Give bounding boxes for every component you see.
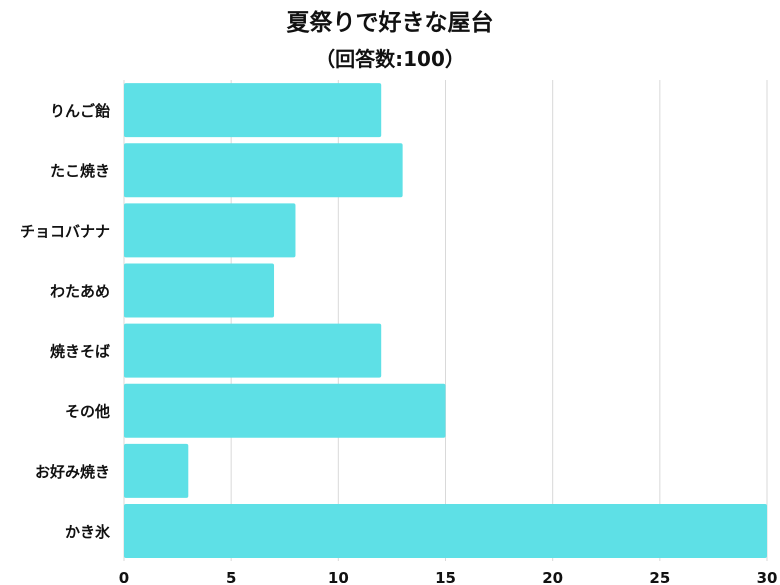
x-tick-label: 20 [542,569,563,585]
bar-7 [124,443,189,498]
x-tick-label: 0 [119,569,129,585]
category-label: わたあめ [50,282,110,300]
bars [124,83,767,558]
category-label: りんご飴 [50,102,110,120]
chart-subtitle: （回答数:100） [315,47,465,71]
bar-2 [124,143,403,198]
bar-6 [124,383,446,438]
bar-4 [124,263,275,318]
category-label: チョコバナナ [20,222,110,240]
bar-1 [124,83,382,138]
x-tick-label: 15 [435,569,456,585]
bar-3 [124,203,296,258]
category-label: かき氷 [65,523,111,541]
x-tick-label: 5 [226,569,236,585]
category-label: その他 [65,403,110,421]
category-label: 焼きそば [50,343,110,361]
bar-8 [124,503,767,558]
bar-5 [124,323,382,378]
x-tick-label: 30 [757,569,778,585]
chart-title: 夏祭りで好きな屋台 [287,9,494,36]
x-tick-labels: 0 5 10 15 20 25 30 [119,569,778,585]
x-tick-label: 10 [328,569,349,585]
category-label: たこ焼き [50,162,110,180]
category-label: お好み焼き [35,463,110,481]
x-tick-label: 25 [649,569,670,585]
